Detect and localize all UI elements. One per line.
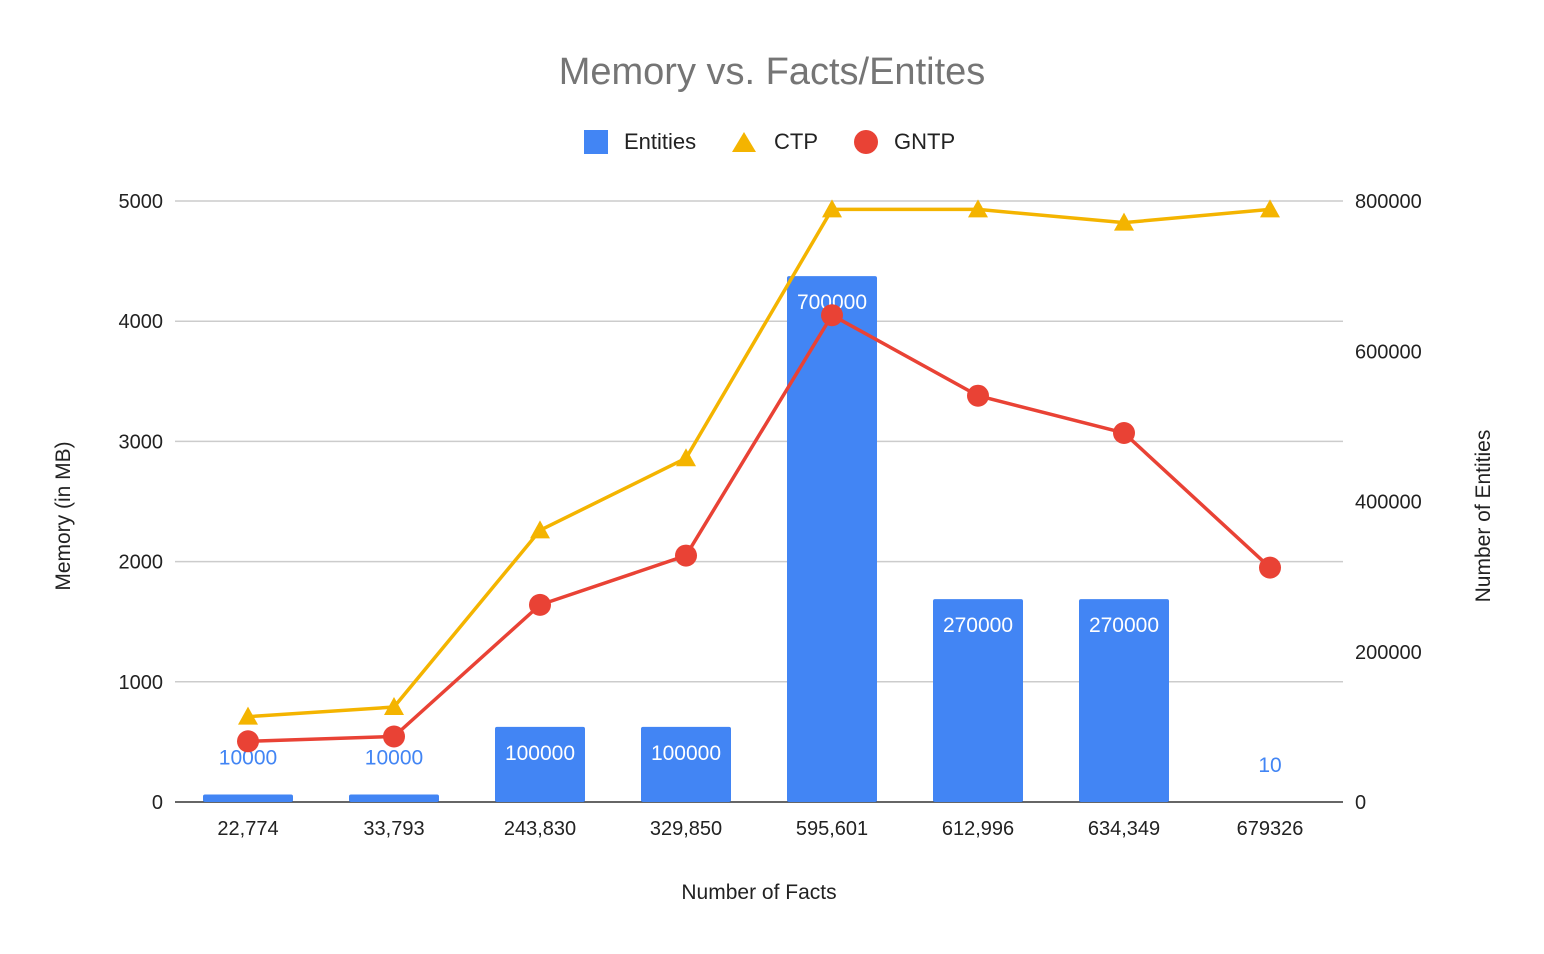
right-axis-ticks: 0 200000 400000 600000 800000 — [1355, 191, 1422, 814]
right-axis-tick-label: 0 — [1355, 792, 1366, 814]
gntp-point — [237, 730, 259, 753]
x-axis-title: Number of Facts — [681, 881, 836, 904]
entities-bar — [349, 794, 439, 802]
entities-bar-label: 700000 — [797, 291, 867, 314]
entities-bar — [203, 794, 293, 802]
legend-ctp-label: CTP — [774, 129, 818, 154]
gntp-point — [529, 593, 551, 616]
ctp-point — [676, 448, 696, 467]
x-axis-ticks: 22,774 33,793 243,830 329,850 595,601 612,996… — [217, 818, 1303, 840]
entities-bar-label: 100000 — [505, 742, 575, 765]
left-axis-tick-label: 2000 — [119, 552, 164, 574]
legend-gntp-label: GNTP — [894, 129, 955, 154]
legend-entities-label: Entities — [624, 129, 696, 154]
gntp-point — [967, 384, 989, 407]
x-axis-tick-label: 595,601 — [796, 818, 868, 840]
ctp-point — [530, 520, 550, 539]
legend-ctp-marker — [732, 132, 756, 152]
chart-title: Memory vs. Facts/Entites — [559, 51, 986, 93]
x-axis-tick-label: 243,830 — [504, 818, 576, 840]
left-axis-tick-label: 5000 — [119, 191, 164, 213]
legend: Entities CTP GNTP — [584, 129, 955, 154]
entities-bars — [203, 276, 1169, 802]
right-axis-tick-label: 800000 — [1355, 191, 1422, 213]
entities-bar-label: 270000 — [1089, 614, 1159, 637]
x-axis-tick-label: 634,349 — [1088, 818, 1160, 840]
legend-entities-swatch — [584, 130, 608, 154]
ctp-point — [968, 199, 988, 218]
entities-bar — [1079, 599, 1169, 802]
entities-bar-label: 100000 — [651, 742, 721, 765]
ctp-point — [1260, 199, 1280, 218]
entities-bar-label: 270000 — [943, 614, 1013, 637]
gntp-line — [247, 313, 1272, 744]
right-axis-title: Number of Entities — [1472, 430, 1495, 603]
x-axis-tick-label: 329,850 — [650, 818, 722, 840]
entities-bar — [641, 726, 731, 802]
gntp-point — [1259, 556, 1281, 579]
entities-bar-label: 10000 — [365, 746, 423, 769]
right-axis-tick-label: 400000 — [1355, 492, 1422, 514]
gntp-point — [821, 304, 843, 327]
gntp-point — [1113, 421, 1135, 444]
x-axis-tick-label: 33,793 — [363, 818, 424, 840]
x-axis-tick-label: 22,774 — [217, 818, 278, 840]
left-axis-tick-label: 4000 — [119, 311, 164, 333]
entities-bar — [787, 276, 877, 802]
ctp-point — [1114, 212, 1134, 231]
left-axis-ticks: 0 1000 2000 3000 4000 5000 — [119, 191, 164, 814]
gntp-point — [675, 544, 697, 567]
x-axis-tick-label: 612,996 — [942, 818, 1014, 840]
entities-bar — [933, 599, 1023, 802]
entities-bar — [495, 726, 585, 802]
entities-bar-label: 10 — [1258, 754, 1281, 777]
legend-gntp-marker — [854, 130, 878, 154]
ctp-point — [238, 706, 258, 725]
ctp-point — [822, 199, 842, 218]
series-lines — [237, 199, 1281, 753]
right-axis-tick-label: 200000 — [1355, 642, 1422, 664]
ctp-point — [384, 697, 404, 716]
x-axis-tick-label: 679326 — [1237, 818, 1304, 840]
entities-bar-label: 10000 — [219, 746, 277, 769]
entities-bar-labels: 10000 10000 100000 100000 700000 270000 270000… — [219, 291, 1282, 777]
ctp-line — [247, 207, 1271, 719]
right-axis-tick-label: 600000 — [1355, 341, 1422, 363]
left-axis-tick-label: 1000 — [119, 672, 164, 694]
left-axis-tick-label: 3000 — [119, 431, 164, 453]
gntp-point — [383, 725, 405, 748]
left-axis-tick-label: 0 — [152, 792, 163, 814]
left-axis-title: Memory (in MB) — [52, 441, 75, 590]
